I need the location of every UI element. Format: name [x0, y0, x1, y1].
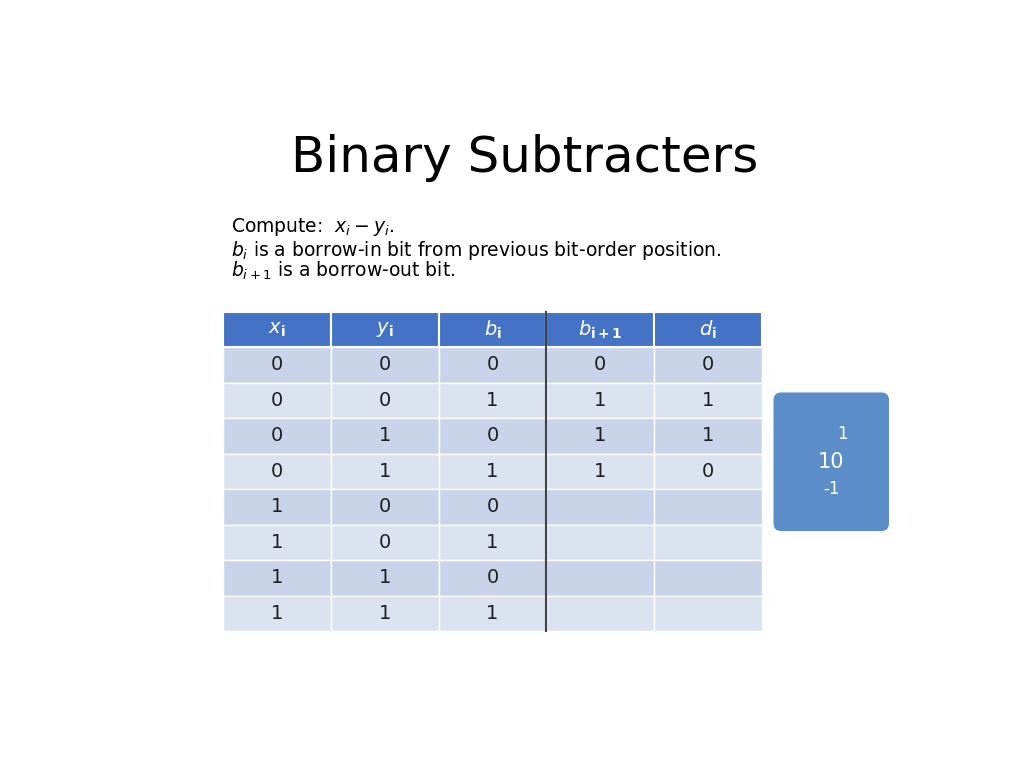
Bar — [223, 454, 331, 489]
Text: 1: 1 — [379, 426, 391, 445]
Bar — [223, 525, 331, 560]
Text: -1: -1 — [823, 480, 840, 498]
Bar — [654, 454, 762, 489]
Bar — [547, 525, 654, 560]
Text: 0: 0 — [701, 356, 714, 374]
Bar — [331, 347, 438, 382]
Bar — [654, 525, 762, 560]
Text: 1: 1 — [270, 498, 283, 516]
FancyBboxPatch shape — [773, 392, 889, 531]
Bar — [438, 560, 547, 596]
Bar — [223, 347, 331, 382]
Bar — [654, 347, 762, 382]
Text: $\mathbf{\mathit{y}_i}$: $\mathbf{\mathit{y}_i}$ — [376, 319, 393, 339]
Bar — [654, 489, 762, 525]
Text: 0: 0 — [594, 356, 606, 374]
Text: 0: 0 — [379, 391, 391, 410]
Text: 1: 1 — [486, 604, 499, 623]
Text: 0: 0 — [486, 426, 499, 445]
Text: 0: 0 — [270, 426, 283, 445]
Bar — [547, 596, 654, 631]
Text: 1: 1 — [594, 391, 606, 410]
Bar — [654, 382, 762, 418]
Text: $\mathbf{\mathit{b}_{i+1}}$: $\mathbf{\mathit{b}_{i+1}}$ — [578, 318, 623, 340]
Bar — [547, 489, 654, 525]
Bar — [547, 454, 654, 489]
Bar — [654, 418, 762, 454]
Bar — [438, 454, 547, 489]
Bar — [223, 560, 331, 596]
Bar — [438, 312, 547, 347]
Text: 1: 1 — [486, 462, 499, 481]
Text: 0: 0 — [379, 356, 391, 374]
Bar — [223, 418, 331, 454]
Bar — [438, 418, 547, 454]
Text: 0: 0 — [379, 533, 391, 552]
Bar — [438, 347, 547, 382]
Text: $\mathbf{\mathit{b}_i}$: $\mathbf{\mathit{b}_i}$ — [483, 318, 502, 340]
Bar — [654, 312, 762, 347]
Text: 1: 1 — [838, 425, 848, 443]
Bar — [331, 525, 438, 560]
Bar — [331, 560, 438, 596]
Text: 1: 1 — [701, 391, 715, 410]
Bar — [654, 560, 762, 596]
Text: $b_{i+1}$ is a borrow-out bit.: $b_{i+1}$ is a borrow-out bit. — [230, 260, 455, 282]
Text: 1: 1 — [270, 568, 283, 588]
Bar — [223, 312, 331, 347]
Text: Compute:  $x_i - y_i$.: Compute: $x_i - y_i$. — [230, 216, 394, 238]
Bar — [654, 596, 762, 631]
Text: 1: 1 — [486, 533, 499, 552]
Text: 1: 1 — [486, 391, 499, 410]
Text: 0: 0 — [486, 356, 499, 374]
Bar — [438, 489, 547, 525]
Text: 1: 1 — [379, 462, 391, 481]
Bar — [547, 382, 654, 418]
Bar — [438, 525, 547, 560]
Bar — [547, 560, 654, 596]
Text: Binary Subtracters: Binary Subtracters — [291, 134, 759, 181]
Text: $\mathbf{\mathit{d}_i}$: $\mathbf{\mathit{d}_i}$ — [699, 318, 717, 340]
Text: 0: 0 — [270, 462, 283, 481]
Text: 1: 1 — [270, 604, 283, 623]
Bar — [547, 312, 654, 347]
Text: 0: 0 — [486, 568, 499, 588]
Text: $\mathbf{\mathit{x}_i}$: $\mathbf{\mathit{x}_i}$ — [268, 319, 286, 339]
Text: 1: 1 — [701, 426, 715, 445]
Bar — [438, 382, 547, 418]
Text: 0: 0 — [379, 498, 391, 516]
Bar — [331, 489, 438, 525]
Bar — [331, 454, 438, 489]
Bar — [223, 382, 331, 418]
Bar — [331, 596, 438, 631]
Text: 0: 0 — [270, 356, 283, 374]
Text: 1: 1 — [270, 533, 283, 552]
Bar — [331, 382, 438, 418]
Text: 10: 10 — [818, 452, 845, 472]
Bar — [547, 418, 654, 454]
Text: $b_i$ is a borrow-in bit from previous bit-order position.: $b_i$ is a borrow-in bit from previous b… — [230, 239, 721, 262]
Bar — [223, 489, 331, 525]
Text: 0: 0 — [486, 498, 499, 516]
Text: 1: 1 — [379, 604, 391, 623]
Text: 1: 1 — [594, 426, 606, 445]
Bar — [331, 418, 438, 454]
Text: 1: 1 — [379, 568, 391, 588]
Bar — [438, 596, 547, 631]
Text: 1: 1 — [594, 462, 606, 481]
Bar — [331, 312, 438, 347]
Text: 0: 0 — [701, 462, 714, 481]
Text: 0: 0 — [270, 391, 283, 410]
Bar — [223, 596, 331, 631]
Bar — [547, 347, 654, 382]
